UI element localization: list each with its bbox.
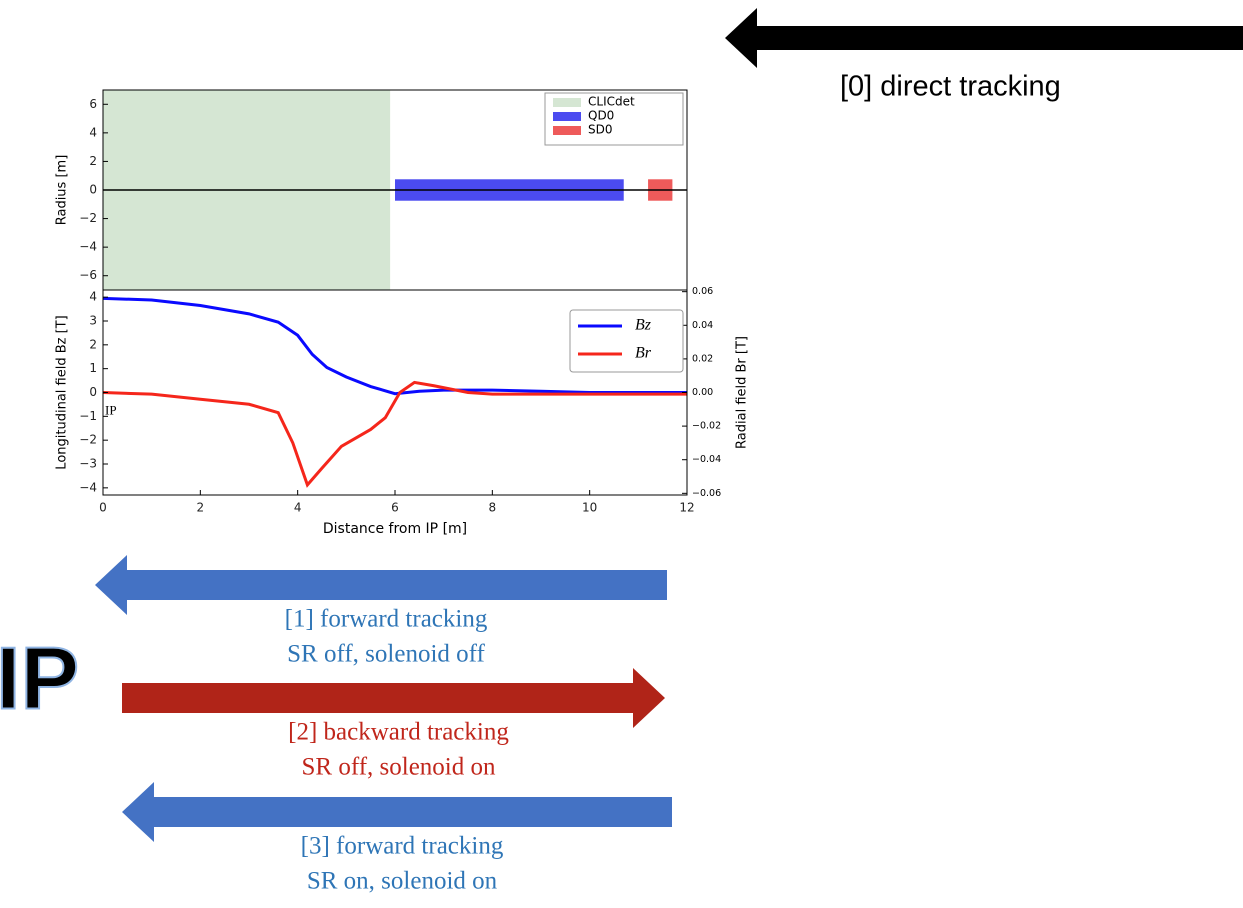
annotation: IP [105, 403, 117, 418]
y-axis-label: Radius [m] [55, 155, 70, 226]
x-tick-label: 0 [99, 501, 107, 515]
y-tick-label: 0 [89, 385, 97, 399]
ip-label: IP [0, 628, 79, 727]
y-tick-label: 6 [89, 97, 97, 111]
direct-label: [0] direct tracking [840, 71, 1061, 103]
y-tick-label: −6 [79, 268, 97, 282]
y-tick-label: 1 [89, 361, 97, 375]
legend-label: QD0 [588, 109, 614, 123]
y-tick-label: 2 [89, 337, 97, 351]
x-tick-label: 8 [489, 501, 497, 515]
y-tick-label: 2 [89, 154, 97, 168]
legend-label: Br [635, 345, 652, 362]
y-tick-label: 0 [89, 183, 97, 197]
y-tick-label: −1 [79, 409, 97, 423]
y-tick-label: −4 [79, 240, 97, 254]
legend-label: SD0 [588, 123, 613, 137]
step-detail: SR off, solenoid off [287, 641, 485, 668]
y-tick-label: −3 [79, 457, 97, 471]
legend-swatch [553, 112, 581, 121]
legend-box [569, 309, 684, 373]
legend-swatch [553, 126, 581, 135]
step-detail: SR on, solenoid on [307, 868, 498, 895]
step-label: [1] forward tracking [285, 606, 488, 633]
x-tick-label: 6 [391, 501, 399, 515]
x-axis-label: Distance from IP [m] [323, 521, 467, 537]
y-tick-label: −2 [79, 433, 97, 447]
step-detail: SR off, solenoid on [302, 754, 496, 781]
step-label: [2] backward tracking [288, 719, 509, 746]
y2-tick-label: 0.00 [692, 387, 713, 398]
y2-axis-label: Radial field Br [T] [735, 336, 750, 449]
y2-tick-label: 0.02 [692, 353, 713, 364]
direct-arrow [725, 8, 1243, 68]
y-axis-label: Longitudinal field Bz [T] [55, 315, 70, 469]
step-arrow [95, 555, 667, 615]
legend-swatch [553, 98, 581, 107]
series-line [102, 380, 687, 488]
y-tick-label: −2 [79, 211, 97, 225]
y-tick-label: −4 [79, 480, 97, 494]
y-tick-label: 3 [89, 313, 97, 327]
step-label: [3] forward tracking [301, 833, 504, 860]
y2-tick-label: −0.04 [692, 454, 721, 465]
legend-label: CLICdet [588, 95, 635, 109]
x-tick-label: 12 [679, 501, 694, 515]
y2-tick-label: −0.02 [692, 421, 721, 432]
y2-tick-label: 0.06 [692, 286, 713, 297]
series-line [102, 296, 687, 396]
step-arrow [122, 782, 672, 842]
axes-frame [102, 289, 688, 496]
y-tick-label: 4 [89, 290, 97, 304]
y-tick-label: 4 [89, 125, 97, 139]
x-tick-label: 4 [294, 501, 302, 515]
y2-tick-label: 0.04 [692, 320, 713, 331]
x-tick-label: 10 [582, 501, 597, 515]
x-tick-label: 2 [197, 501, 205, 515]
legend-label: Bz [635, 317, 652, 334]
step-arrow [122, 668, 665, 728]
y2-tick-label: −0.06 [692, 488, 721, 499]
